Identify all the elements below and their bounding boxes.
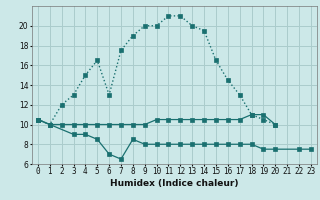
- X-axis label: Humidex (Indice chaleur): Humidex (Indice chaleur): [110, 179, 239, 188]
